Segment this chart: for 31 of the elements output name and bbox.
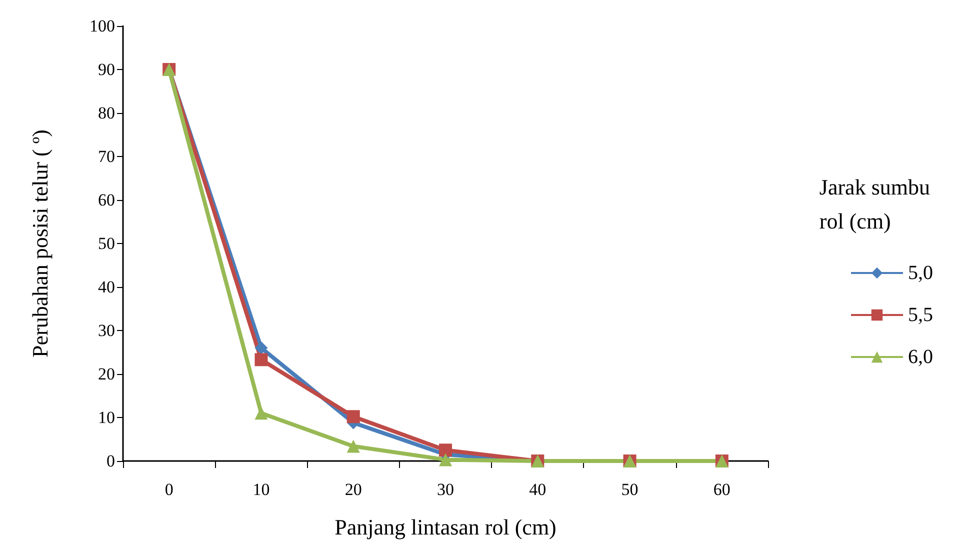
y-tick-label: 40 [98, 278, 115, 296]
y-tick-label: 50 [98, 234, 115, 253]
point [439, 453, 452, 466]
x-tick-label: 0 [164, 480, 174, 499]
point [346, 440, 360, 453]
x-tick-label: 20 [344, 480, 362, 499]
legend-label: 5,0 [908, 262, 933, 284]
legend-title: Jarak sumbu rol (cm) [819, 174, 930, 234]
point [254, 406, 268, 420]
point [439, 444, 452, 457]
y-axis-title: Perubahan posisi telur ( º) [28, 130, 52, 358]
legend-label: 6,0 [908, 346, 933, 368]
x-tick-label: 60 [713, 480, 730, 499]
x-axis-title: Panjang lintasan rol (cm) [334, 514, 556, 540]
y-tick-label: 80 [98, 104, 115, 122]
point [346, 410, 360, 424]
y-tick-label: 90 [98, 60, 115, 79]
y-tick-label: 100 [90, 16, 115, 36]
x-tick-label: 30 [437, 480, 454, 499]
point [254, 341, 268, 354]
y-tick-label: 0 [106, 452, 115, 470]
y-tick-label: 60 [98, 190, 115, 210]
y-tick-label: 30 [98, 321, 115, 340]
x-tick-label: 10 [252, 480, 270, 499]
point [254, 353, 268, 366]
y-tick-label: 70 [98, 147, 115, 166]
x-tick-label: 50 [621, 480, 638, 499]
y-tick-label: 10 [98, 408, 115, 427]
y-tick-label: 20 [98, 364, 115, 384]
legend-label: 5,5 [908, 304, 933, 326]
x-tick-label: 40 [529, 480, 546, 499]
